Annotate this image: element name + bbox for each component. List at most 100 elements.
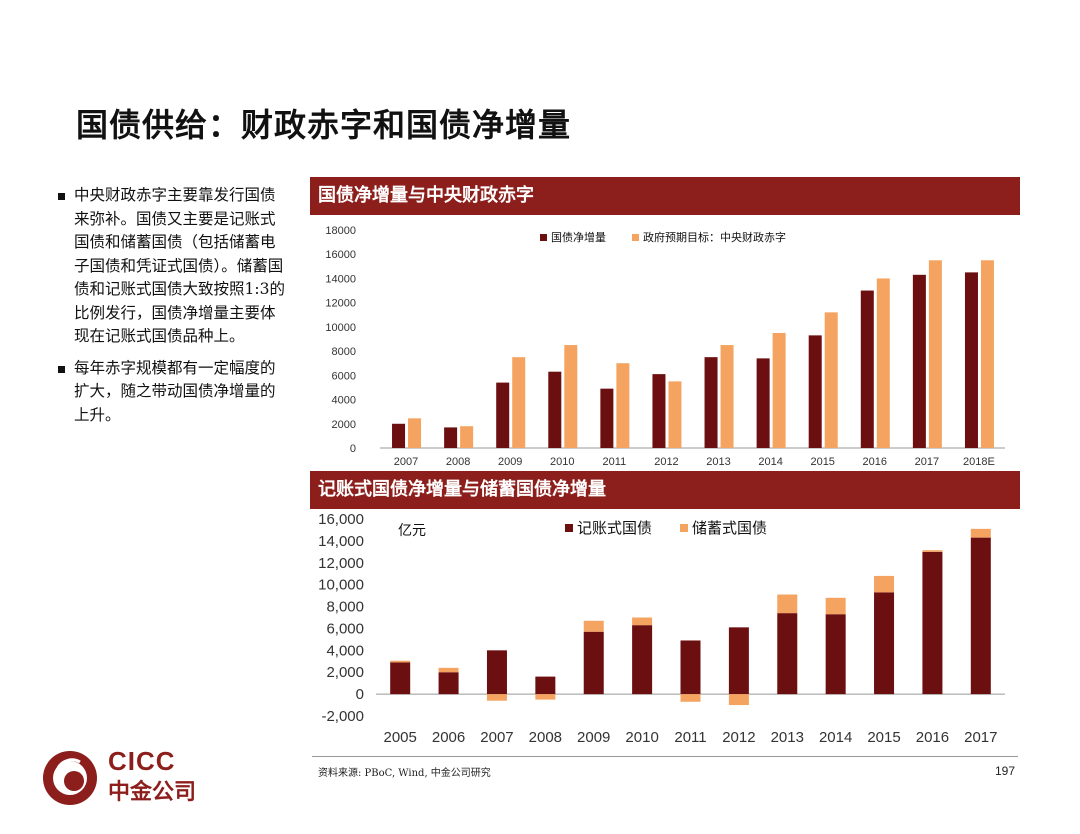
x-tick-label: 2007 <box>480 729 513 746</box>
x-tick-label: 2015 <box>810 456 834 468</box>
bullet-square-icon <box>58 365 65 373</box>
chart1-title: 国债净增量与中央财政赤字 <box>310 177 1020 215</box>
y-tick-label: 2000 <box>332 419 356 431</box>
bar-deficit-target <box>980 260 994 448</box>
chart2-title: 记账式国债净增量与储蓄国债净增量 <box>310 471 1020 509</box>
bar-net-issuance <box>392 423 406 448</box>
x-tick-label: 2014 <box>758 456 782 468</box>
bar-savings <box>486 694 507 701</box>
bar-book-entry <box>390 662 411 695</box>
x-tick-label: 2014 <box>819 729 852 746</box>
logo-text-cn: 中金公司 <box>108 780 197 805</box>
y-tick-label: 10,000 <box>318 577 364 594</box>
y-tick-label: 10000 <box>325 322 356 334</box>
bar-savings <box>583 620 604 632</box>
x-tick-label: 2010 <box>550 456 574 468</box>
bar-book-entry <box>535 676 556 695</box>
bar-net-issuance <box>496 382 510 448</box>
legend-label: 记账式国债 <box>577 519 652 537</box>
bar-net-issuance <box>600 388 614 448</box>
bar-savings <box>680 694 701 702</box>
bar-savings <box>970 528 991 538</box>
logo-text-en: CICC <box>108 746 176 776</box>
chart2-bond-type-breakdown: -2,000 0 2,000 4,000 6,000 8,000 10,000 12,000 1… <box>318 511 1005 746</box>
x-tick-label: 2016 <box>863 456 887 468</box>
x-tick-label: 2015 <box>867 729 900 746</box>
bar-book-entry <box>438 672 459 695</box>
y-tick-label: -2,000 <box>321 708 364 725</box>
bullet-text: 中央财政赤字主要靠发行国债来弥补。国债又主要是记账式国债和储蓄国债（包括储蓄电子… <box>74 186 285 345</box>
bullet-list: 中央财政赤字主要靠发行国债来弥补。国债又主要是记账式国债和储蓄国债（包括储蓄电子… <box>58 184 290 435</box>
bar-deficit-target <box>876 278 890 448</box>
bullet-item: 中央财政赤字主要靠发行国债来弥补。国债又主要是记账式国债和储蓄国债（包括储蓄电子… <box>58 184 290 349</box>
bar-savings <box>777 594 798 614</box>
x-tick-label: 2011 <box>603 456 627 468</box>
bar-net-issuance <box>964 272 978 448</box>
cicc-emblem-icon <box>43 751 97 805</box>
bar-book-entry <box>970 537 991 695</box>
bar-book-entry <box>777 613 798 695</box>
bar-savings <box>535 694 556 700</box>
bar-savings <box>728 694 749 706</box>
y-axis-unit-label: 亿元 <box>398 523 426 539</box>
y-tick-label: 16,000 <box>318 511 364 528</box>
bar-book-entry <box>486 650 507 695</box>
x-tick-label: 2007 <box>394 456 418 468</box>
bar-net-issuance <box>756 358 770 448</box>
x-tick-label: 2016 <box>916 729 949 746</box>
bar-deficit-target <box>564 345 578 448</box>
bar-book-entry <box>632 625 653 695</box>
chart1-deficit-vs-net-issuance: 0 2000 4000 6000 8000 10000 12000 14000 16000 180… <box>325 225 1005 468</box>
bar-deficit-target <box>668 381 682 448</box>
bar-deficit-target <box>408 418 422 448</box>
x-tick-label: 2017 <box>915 456 939 468</box>
x-tick-label: 2009 <box>498 456 522 468</box>
x-tick-label: 2012 <box>654 456 678 468</box>
bar-savings <box>438 667 459 673</box>
bar-book-entry <box>680 640 701 695</box>
x-tick-label: 2008 <box>446 456 470 468</box>
x-tick-label: 2005 <box>384 729 417 746</box>
x-tick-label: 2013 <box>706 456 730 468</box>
bar-deficit-target <box>512 357 526 448</box>
legend-label: 国债净增量 <box>551 230 606 244</box>
bar-net-issuance <box>808 335 822 448</box>
bar-net-issuance <box>912 274 926 448</box>
x-tick-label: 2011 <box>674 729 706 746</box>
bullet-text: 每年赤字规模都有一定幅度的扩大，随之带动国债净增量的上升。 <box>74 358 276 424</box>
x-tick-label: 2008 <box>529 729 562 746</box>
bar-savings <box>390 660 411 663</box>
bar-deficit-target <box>824 312 838 448</box>
legend-swatch <box>540 234 547 241</box>
x-tick-label: 2013 <box>771 729 804 746</box>
legend-label: 储蓄式国债 <box>692 519 767 537</box>
x-tick-label: 2010 <box>625 729 658 746</box>
bar-net-issuance <box>548 371 562 448</box>
bar-net-issuance <box>652 374 666 448</box>
y-tick-label: 0 <box>350 443 356 455</box>
bar-net-issuance <box>704 357 718 448</box>
x-tick-label: 2006 <box>432 729 465 746</box>
x-tick-label: 2018E <box>963 456 995 468</box>
y-tick-label: 6,000 <box>326 620 364 637</box>
legend-swatch <box>565 524 573 532</box>
footer-divider <box>312 756 1018 757</box>
legend-swatch <box>632 234 639 241</box>
page-number: 197 <box>995 764 1016 778</box>
bar-book-entry <box>583 631 604 695</box>
y-tick-label: 12,000 <box>318 555 364 572</box>
bar-deficit-target <box>928 260 942 448</box>
legend-swatch <box>680 524 688 532</box>
y-tick-label: 6000 <box>332 370 356 382</box>
bar-deficit-target <box>616 363 630 448</box>
cicc-logo: CICC 中金公司 <box>40 746 240 810</box>
bar-net-issuance <box>444 427 458 448</box>
x-tick-label: 2009 <box>577 729 610 746</box>
y-tick-label: 8,000 <box>326 599 364 616</box>
y-tick-label: 4,000 <box>326 642 364 659</box>
y-tick-label: 0 <box>356 686 364 703</box>
x-tick-label: 2017 <box>964 729 997 746</box>
bullet-item: 每年赤字规模都有一定幅度的扩大，随之带动国债净增量的上升。 <box>58 357 290 428</box>
bullet-square-icon <box>58 193 65 200</box>
bar-savings <box>874 575 895 593</box>
